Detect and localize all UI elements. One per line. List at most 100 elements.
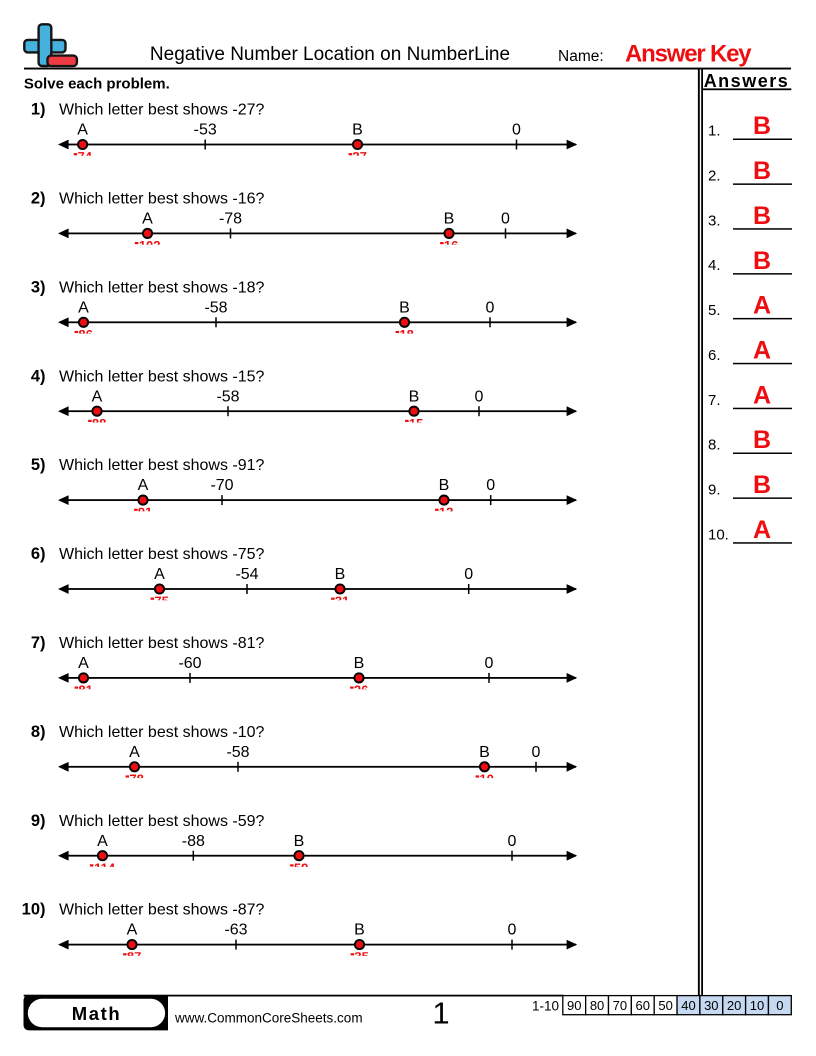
svg-text:Which letter best shows -91?: Which letter best shows -91? (59, 457, 265, 474)
svg-text:Answer Key: Answer Key (625, 41, 752, 68)
svg-text:-35: -35 (350, 949, 369, 964)
svg-text:50: 50 (658, 998, 672, 1013)
svg-text:1: 1 (432, 996, 449, 1031)
svg-text:-12: -12 (435, 505, 454, 520)
svg-text:B: B (399, 299, 410, 316)
svg-text:B: B (753, 426, 771, 454)
svg-text:B: B (294, 833, 305, 850)
svg-text:-78: -78 (219, 211, 242, 228)
svg-text:Which letter best shows -18?: Which letter best shows -18? (59, 279, 265, 296)
svg-text:Solve each problem.: Solve each problem. (24, 75, 170, 92)
svg-text:A: A (97, 833, 108, 850)
svg-text:0: 0 (501, 211, 510, 228)
svg-text:30: 30 (704, 998, 718, 1013)
svg-text:2): 2) (31, 190, 46, 208)
svg-text:www.CommonCoreSheets.com: www.CommonCoreSheets.com (174, 1011, 363, 1026)
svg-text:10.: 10. (708, 526, 729, 543)
svg-text:A: A (129, 744, 140, 761)
svg-text:1): 1) (31, 101, 46, 119)
svg-text:0: 0 (512, 122, 521, 139)
svg-text:B: B (439, 477, 450, 494)
svg-text:-31: -31 (331, 594, 350, 609)
svg-text:B: B (753, 112, 771, 140)
svg-text:B: B (409, 388, 420, 405)
svg-text:-114: -114 (90, 860, 116, 875)
svg-text:-54: -54 (235, 566, 258, 583)
svg-text:A: A (78, 299, 89, 316)
svg-text:0: 0 (486, 477, 495, 494)
svg-text:0: 0 (532, 744, 541, 761)
svg-text:-18: -18 (395, 327, 414, 342)
svg-text:-88: -88 (88, 416, 107, 431)
svg-text:-78: -78 (125, 771, 144, 786)
svg-text:6.: 6. (708, 347, 721, 364)
svg-text:-102: -102 (134, 238, 160, 253)
svg-text:-26: -26 (350, 682, 369, 697)
svg-text:7): 7) (31, 634, 46, 652)
svg-text:4): 4) (31, 367, 46, 385)
svg-text:0: 0 (475, 388, 484, 405)
svg-text:-88: -88 (182, 833, 205, 850)
svg-text:A: A (753, 292, 771, 320)
svg-text:90: 90 (567, 998, 581, 1013)
svg-text:Which letter best shows -81?: Which letter best shows -81? (59, 635, 265, 652)
svg-text:A: A (753, 337, 771, 365)
svg-text:Which letter best shows -16?: Which letter best shows -16? (59, 191, 265, 208)
svg-text:B: B (354, 655, 365, 672)
svg-text:B: B (354, 922, 365, 939)
svg-text:A: A (78, 655, 89, 672)
svg-text:3.: 3. (708, 212, 721, 229)
svg-text:80: 80 (590, 998, 604, 1013)
svg-text:-74: -74 (73, 149, 93, 164)
svg-text:B: B (479, 744, 490, 761)
svg-text:0: 0 (508, 922, 517, 939)
svg-text:-58: -58 (216, 388, 239, 405)
svg-text:-58: -58 (226, 744, 249, 761)
svg-text:4.: 4. (708, 257, 721, 274)
svg-text:2.: 2. (708, 168, 721, 185)
svg-text:Name:: Name: (558, 48, 604, 65)
svg-text:10): 10) (22, 901, 46, 919)
svg-text:Math: Math (72, 1003, 122, 1024)
svg-text:7.: 7. (708, 392, 721, 409)
svg-text:-59: -59 (290, 860, 309, 875)
svg-text:B: B (444, 211, 455, 228)
svg-text:A: A (753, 381, 771, 409)
svg-text:6): 6) (31, 545, 46, 563)
svg-text:B: B (753, 471, 771, 499)
svg-text:A: A (138, 477, 149, 494)
svg-text:70: 70 (613, 998, 627, 1013)
svg-text:-81: -81 (74, 682, 93, 697)
svg-text:5): 5) (31, 456, 46, 474)
svg-text:-27: -27 (348, 149, 367, 164)
svg-text:Which letter best shows -87?: Which letter best shows -87? (59, 902, 265, 919)
svg-text:-63: -63 (224, 922, 247, 939)
svg-text:60: 60 (636, 998, 650, 1013)
svg-text:Which letter best shows -75?: Which letter best shows -75? (59, 546, 265, 563)
svg-text:0: 0 (776, 998, 783, 1013)
svg-text:A: A (92, 388, 103, 405)
svg-text:-53: -53 (194, 122, 217, 139)
svg-text:A: A (77, 122, 88, 139)
svg-text:-10: -10 (475, 771, 494, 786)
svg-text:A: A (142, 211, 153, 228)
svg-text:B: B (753, 157, 771, 185)
svg-text:8): 8) (31, 723, 46, 741)
svg-text:-86: -86 (74, 327, 93, 342)
svg-text:A: A (154, 566, 165, 583)
svg-text:3): 3) (31, 278, 46, 296)
svg-text:0: 0 (485, 655, 494, 672)
svg-text:-15: -15 (405, 416, 424, 431)
svg-text:B: B (352, 122, 363, 139)
svg-text:Which letter best shows -10?: Which letter best shows -10? (59, 724, 265, 741)
svg-text:0: 0 (464, 566, 473, 583)
svg-text:Answers: Answers (704, 71, 790, 91)
svg-text:-75: -75 (150, 594, 169, 609)
svg-text:20: 20 (727, 998, 741, 1013)
svg-text:Negative Number Location on Nu: Negative Number Location on NumberLine (150, 44, 510, 65)
svg-text:1.: 1. (708, 123, 721, 140)
svg-text:-16: -16 (440, 238, 459, 253)
svg-text:9.: 9. (708, 482, 721, 499)
svg-text:B: B (753, 247, 771, 275)
svg-text:-70: -70 (210, 477, 233, 494)
